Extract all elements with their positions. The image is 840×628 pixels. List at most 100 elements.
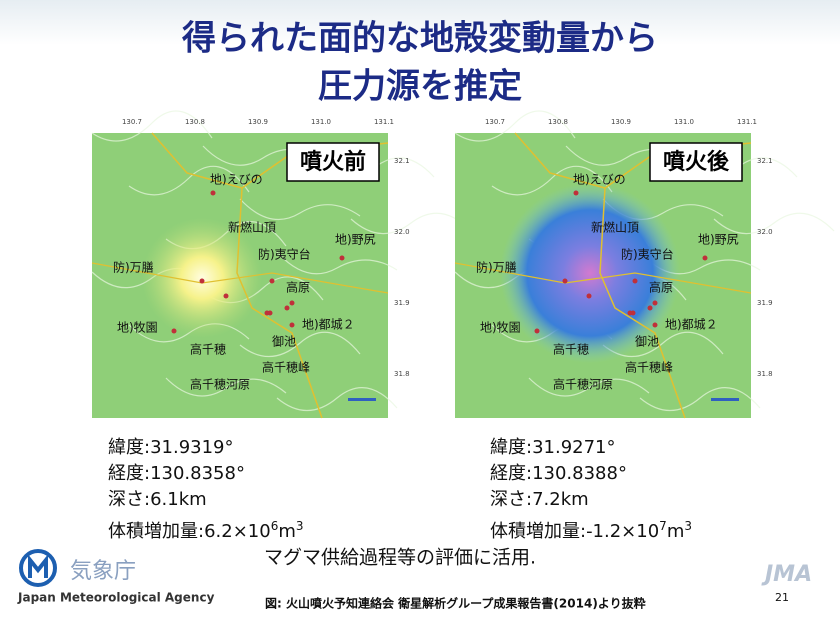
logo-en: Japan Meteorological Agency: [17, 591, 215, 605]
place-label: 高千穂: [553, 342, 589, 357]
lat-tick: 32.1: [394, 157, 410, 165]
lat-tick: 31.8: [394, 370, 410, 378]
scale-bar: [348, 398, 376, 401]
place-label: 高千穂河原: [190, 377, 250, 392]
place-dot: [223, 293, 229, 299]
map-label: 噴火前: [300, 149, 366, 175]
volume-base: 体積増加量:6.2×10: [108, 521, 271, 542]
place-label: 地)牧園: [480, 321, 521, 335]
deformation: [500, 183, 680, 363]
place-label: 防)夷守台: [621, 247, 674, 262]
terrain: [713, 212, 835, 235]
volume-unit-exp: 3: [684, 519, 692, 533]
source: 図: 火山噴火予知連絡会 衛星解析グループ成果報告書(2014)より抜粋: [265, 596, 646, 611]
param: 深さ:7.2km: [490, 489, 589, 510]
logo-mark: [28, 554, 48, 578]
label-box: [649, 142, 743, 182]
volume-unit: m: [666, 521, 685, 542]
place-dot: [652, 322, 658, 328]
place-label: 地)えびの: [210, 173, 263, 187]
note: マグマ供給過程等の評価に活用.: [264, 547, 536, 569]
place-dot: [171, 328, 177, 334]
param: 深さ:6.1km: [108, 489, 207, 510]
jma-mark: JMA: [761, 562, 812, 587]
terrain: [239, 198, 361, 221]
place-dot: [702, 255, 708, 261]
place-dot: [264, 310, 270, 316]
logo-name: 気象庁: [70, 559, 136, 584]
place-label: 高千穂峰: [625, 360, 673, 375]
place-dot: [534, 328, 540, 334]
terrain: [128, 165, 250, 196]
lat-tick: 31.8: [757, 370, 773, 378]
place-dot: [289, 300, 295, 306]
lat-tick: 31.9: [394, 299, 410, 307]
volume-unit-exp: 3: [295, 519, 304, 533]
place-label: 防)万膳: [113, 260, 154, 275]
place-label: 地)野尻: [698, 233, 739, 247]
terrain: [276, 251, 398, 275]
place-dot: [284, 305, 290, 311]
place-label: 地)牧園: [117, 321, 158, 335]
lon-tick: 130.7: [485, 118, 505, 126]
lat-tick: 31.9: [757, 299, 773, 307]
place-dot: [210, 190, 216, 196]
param: 体積増加量:-1.2×107m3: [490, 514, 692, 544]
lon-tick: 131.0: [311, 118, 331, 126]
road: [454, 262, 752, 294]
lon-tick: 131.0: [674, 118, 694, 126]
param: 経度:130.8388°: [490, 463, 627, 484]
volume-exp: 6: [270, 519, 279, 533]
place-dot: [632, 278, 638, 284]
volume-unit: m: [278, 521, 296, 542]
lon-tick: 130.9: [611, 118, 631, 126]
place-label: 御池: [635, 334, 659, 349]
place-dot: [573, 190, 579, 196]
place-dot: [269, 278, 275, 284]
place-label: 新燃山頂: [591, 220, 639, 235]
place-label: 御池: [272, 334, 296, 349]
title-line: 得られた面的な地殻変動量から: [181, 19, 658, 59]
place-label: 高原: [286, 280, 310, 295]
lon-tick: 130.7: [122, 118, 142, 126]
lat-tick: 32.0: [757, 228, 773, 236]
place-dot: [586, 293, 592, 299]
map-label: 噴火後: [663, 149, 730, 175]
place-label: 地)えびの: [573, 173, 626, 187]
title-line: 圧力源を推定: [318, 67, 522, 107]
param: 緯度:31.9271°: [490, 437, 616, 458]
terrain: [239, 331, 361, 358]
place-label: 防)夷守台: [258, 247, 311, 262]
scale-bar: [711, 398, 739, 401]
terrain: [165, 377, 287, 397]
place-dot: [627, 310, 633, 316]
terrain: [276, 387, 398, 411]
param: 経度:130.8358°: [108, 463, 245, 484]
road: [91, 262, 389, 294]
terrain: [350, 212, 472, 235]
lon-tick: 130.9: [248, 118, 268, 126]
place-label: 高千穂: [190, 342, 226, 357]
road: [236, 187, 323, 419]
terrain: [528, 377, 650, 397]
lat-tick: 32.0: [394, 228, 410, 236]
lon-tick: 131.1: [374, 118, 394, 126]
lon-tick: 131.1: [737, 118, 757, 126]
terrain: [639, 387, 761, 411]
place-dot: [289, 322, 295, 328]
place-label: 防)万膳: [476, 260, 517, 275]
place-label: 地)野尻: [335, 233, 376, 247]
place-label: 地)都城２: [665, 318, 718, 332]
terrain: [91, 110, 213, 142]
place-label: 高原: [649, 280, 673, 295]
label-box: [286, 142, 380, 182]
param: 体積増加量:6.2×106m3: [108, 514, 304, 544]
terrain: [491, 165, 613, 196]
place-dot: [339, 255, 345, 261]
lat-tick: 32.1: [757, 157, 773, 165]
volume-exp: 7: [659, 519, 667, 533]
